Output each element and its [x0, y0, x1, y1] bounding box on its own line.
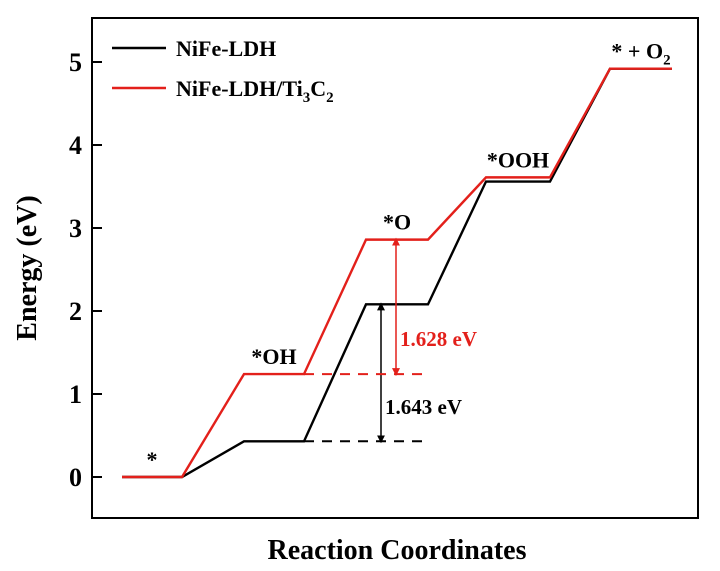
state-label: *	[147, 447, 158, 472]
legend-label-1: NiFe-LDH/Ti3C2	[176, 76, 334, 106]
y-axis-title: Energy (eV)	[12, 195, 43, 340]
state-label: *OH	[251, 344, 296, 369]
y-tick-label: 3	[69, 214, 82, 243]
y-tick-label: 4	[69, 131, 82, 160]
y-tick-label: 0	[69, 463, 82, 492]
y-tick-label: 5	[69, 48, 82, 77]
state-label: * + O2	[611, 39, 670, 69]
y-tick-label: 1	[69, 380, 82, 409]
x-axis-title: Reaction Coordinates	[268, 535, 527, 566]
energy-barrier-label: 1.628 eV	[400, 327, 477, 351]
legend-label-0: NiFe-LDH	[176, 36, 276, 61]
energy-barrier-label: 1.643 eV	[385, 395, 462, 419]
plot-frame	[91, 17, 699, 519]
state-label: *OOH	[487, 147, 549, 172]
y-tick-label: 2	[69, 297, 82, 326]
state-label: *O	[383, 210, 411, 235]
